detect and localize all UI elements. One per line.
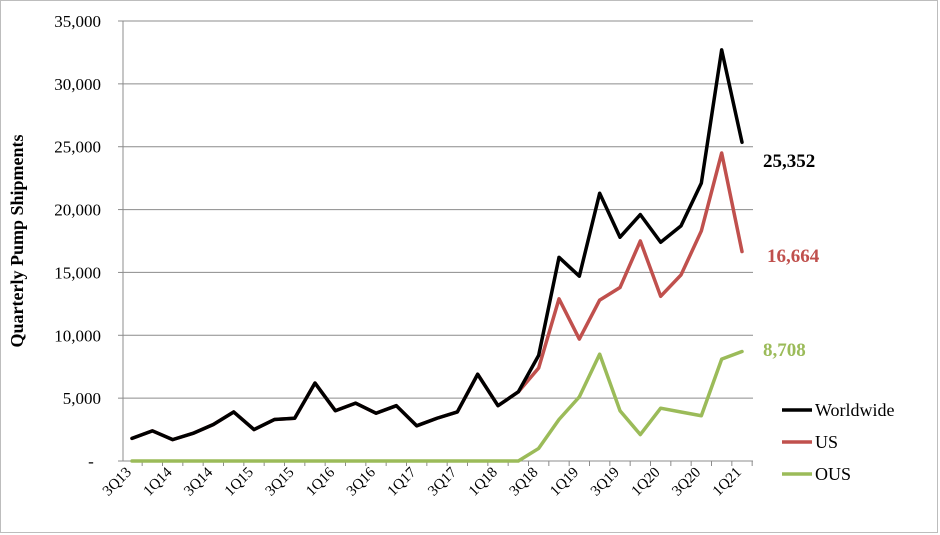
y-tick-label: 20,000 [54,201,101,220]
y-axis-title: Quarterly Pump Shipments [7,134,27,347]
x-tick-label: 3Q20 [669,465,704,500]
y-tick-label: 30,000 [54,75,101,94]
end-label-us: 16,664 [767,246,820,267]
x-tick-label: 1Q19 [547,465,582,500]
y-tick-label: 5,000 [63,389,101,408]
axes [118,20,753,466]
x-tick-label: 3Q16 [344,464,379,499]
y-tick-label: 25,000 [54,138,101,157]
x-tick-label: 1Q18 [466,465,501,500]
y-tick-label: 15,000 [54,263,101,282]
y-tick-label: - [88,452,94,471]
series-line-us [130,151,744,442]
y-tick-label: 10,000 [54,326,101,345]
x-tick-label: 1Q14 [141,464,176,499]
gridlines [123,20,753,399]
end-label-ous: 8,708 [763,340,806,361]
legend: Worldwide US OUS [782,400,895,484]
y-tick-labels: - 5,000 10,000 15,000 20,000 25,000 30,000 35,0… [54,12,101,471]
legend-label-worldwide: Worldwide [815,400,895,420]
x-tick-label: 1Q15 [222,465,257,500]
legend-label-ous: OUS [815,464,851,484]
x-tick-label: 1Q17 [385,464,420,499]
x-tick-label: 3Q17 [425,464,460,499]
end-label-worldwide: 25,352 [763,151,815,172]
series-lines [130,48,744,463]
series-line-ous [130,349,744,463]
x-tick-label: 3Q14 [181,464,216,499]
x-tick-label: 3Q13 [100,465,135,500]
x-tick-label: 3Q18 [507,465,542,500]
y-tick-label: 35,000 [54,12,101,31]
x-tick-label: 3Q15 [263,465,298,500]
legend-label-us: US [815,432,838,452]
x-tick-label: 1Q20 [629,465,664,500]
x-tick-label: 3Q19 [588,465,623,500]
x-tick-label: 1Q21 [710,465,745,500]
series-line-worldwide [130,48,744,442]
end-labels: 25,352 16,664 8,708 [763,151,820,361]
x-tick-label: 1Q16 [303,464,338,499]
x-tick-labels: 3Q13 1Q14 3Q14 1Q15 3Q15 1Q16 3Q16 1Q17 3Q17 1Q18… [100,464,745,499]
